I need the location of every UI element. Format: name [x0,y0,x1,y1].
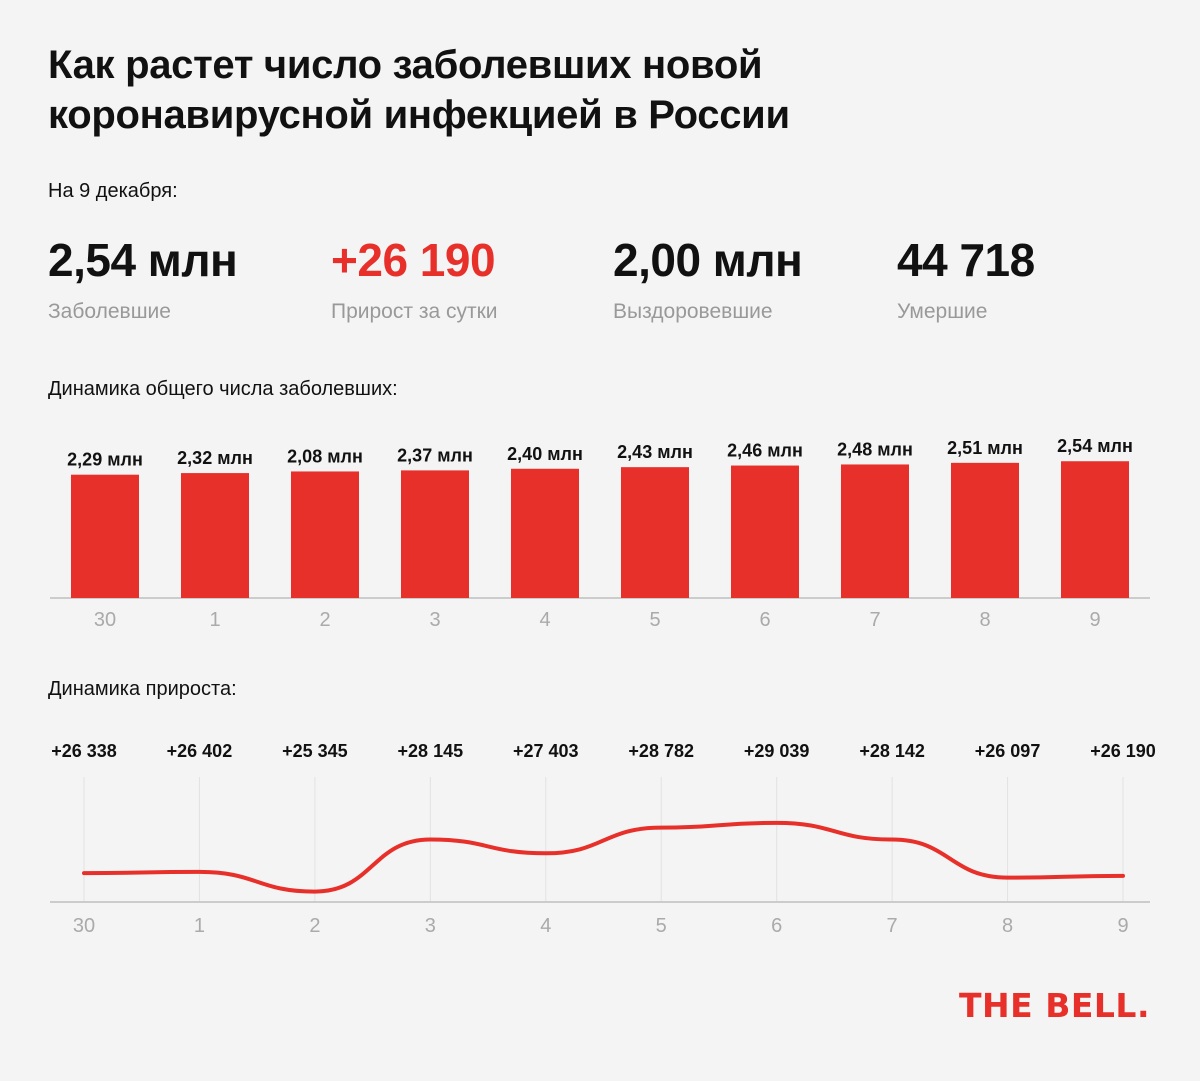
stat-daily-increase-label: Прирост за сутки [331,300,498,323]
stat-daily-increase: +26 190 Прирост за сутки [331,232,498,324]
bar-8 [951,462,1019,598]
bar-x-tick: 7 [869,609,880,631]
stat-cases-value: 2,54 млн [48,234,238,286]
stats-row: 2,54 млн Заболевшие +26 190 Прирост за с… [48,232,1168,332]
bar-x-tick: 1 [209,609,220,631]
bar-x-tick: 3 [429,609,440,631]
line-chart: +26 338 30 +26 402 1 +25 345 2 +28 145 3 +27 403… [50,741,1156,937]
bar-x-tick: 6 [759,609,770,631]
bar-x-tick: 4 [539,609,550,631]
line-value-label: +26 190 [1090,741,1156,761]
bar-label: 2,43 млн [617,442,693,462]
bar-chart: 2,29 млн 30 2,32 млн 1 2,08 млн 2 2,37 млн 3 2,4… [50,436,1150,631]
line-x-tick: 7 [887,915,898,937]
line-x-tick: 30 [73,915,95,937]
bar-chart-title: Динамика общего числа заболевших: [48,378,398,400]
page-title: Как растет число заболевших новой корона… [48,43,790,137]
stat-deaths-value: 44 718 [897,234,1035,286]
line-x-tick: 8 [1002,915,1013,937]
line-x-tick: 9 [1117,915,1128,937]
date-label: На 9 декабря: [48,180,178,202]
bar-7 [841,464,909,598]
stat-cases: 2,54 млн Заболевшие [48,232,238,324]
line-value-label: +26 097 [975,741,1041,761]
bar-6 [731,465,799,598]
line-value-label: +28 142 [859,741,925,761]
bar-label: 2,08 млн [287,446,363,466]
bar-4 [511,468,579,598]
line-value-label: +26 402 [167,741,233,761]
bar-1 [181,473,249,598]
line-x-tick: 3 [425,915,436,937]
bar-9 [1061,461,1129,598]
line-chart-title: Динамика прироста: [48,678,237,700]
bar-label: 2,48 млн [837,439,913,459]
bar-x-tick: 9 [1089,609,1100,631]
stat-daily-increase-value: +26 190 [331,234,496,286]
increase-series-line [82,820,1125,894]
stat-deaths: 44 718 Умершие [897,232,1035,324]
stat-cases-label: Заболевшие [48,300,171,323]
stat-recovered-value: 2,00 млн [613,234,803,286]
bar-label: 2,32 млн [177,448,253,468]
stat-recovered-label: Выздоровевшие [613,300,773,323]
bar-30 [71,474,139,598]
bar-label: 2,37 млн [397,445,473,465]
bar-label: 2,54 млн [1057,436,1133,456]
brand-logo: THE BELL. [959,986,1150,1025]
bar-x-tick: 2 [319,609,330,631]
bar-label: 2,29 млн [67,450,143,470]
bar-3 [401,470,469,598]
bar-5 [621,467,689,598]
bar-label: 2,46 млн [727,441,803,461]
line-x-tick: 6 [771,915,782,937]
bar-2 [291,471,359,598]
line-value-label: +26 338 [51,741,117,761]
line-value-label: +28 145 [398,741,464,761]
bar-x-tick: 8 [979,609,990,631]
line-x-tick: 1 [194,915,205,937]
line-value-label: +27 403 [513,741,579,761]
line-x-tick: 4 [540,915,551,937]
bar-label: 2,40 млн [507,444,583,464]
line-value-label: +29 039 [744,741,810,761]
line-value-label: +25 345 [282,741,348,761]
stat-recovered: 2,00 млн Выздоровевшие [613,232,803,324]
bar-x-tick: 30 [94,609,116,631]
bar-x-tick: 5 [649,609,660,631]
line-x-tick: 5 [656,915,667,937]
bar-label: 2,51 млн [947,438,1023,458]
line-x-tick: 2 [309,915,320,937]
line-value-label: +28 782 [628,741,694,761]
stat-deaths-label: Умершие [897,300,988,323]
